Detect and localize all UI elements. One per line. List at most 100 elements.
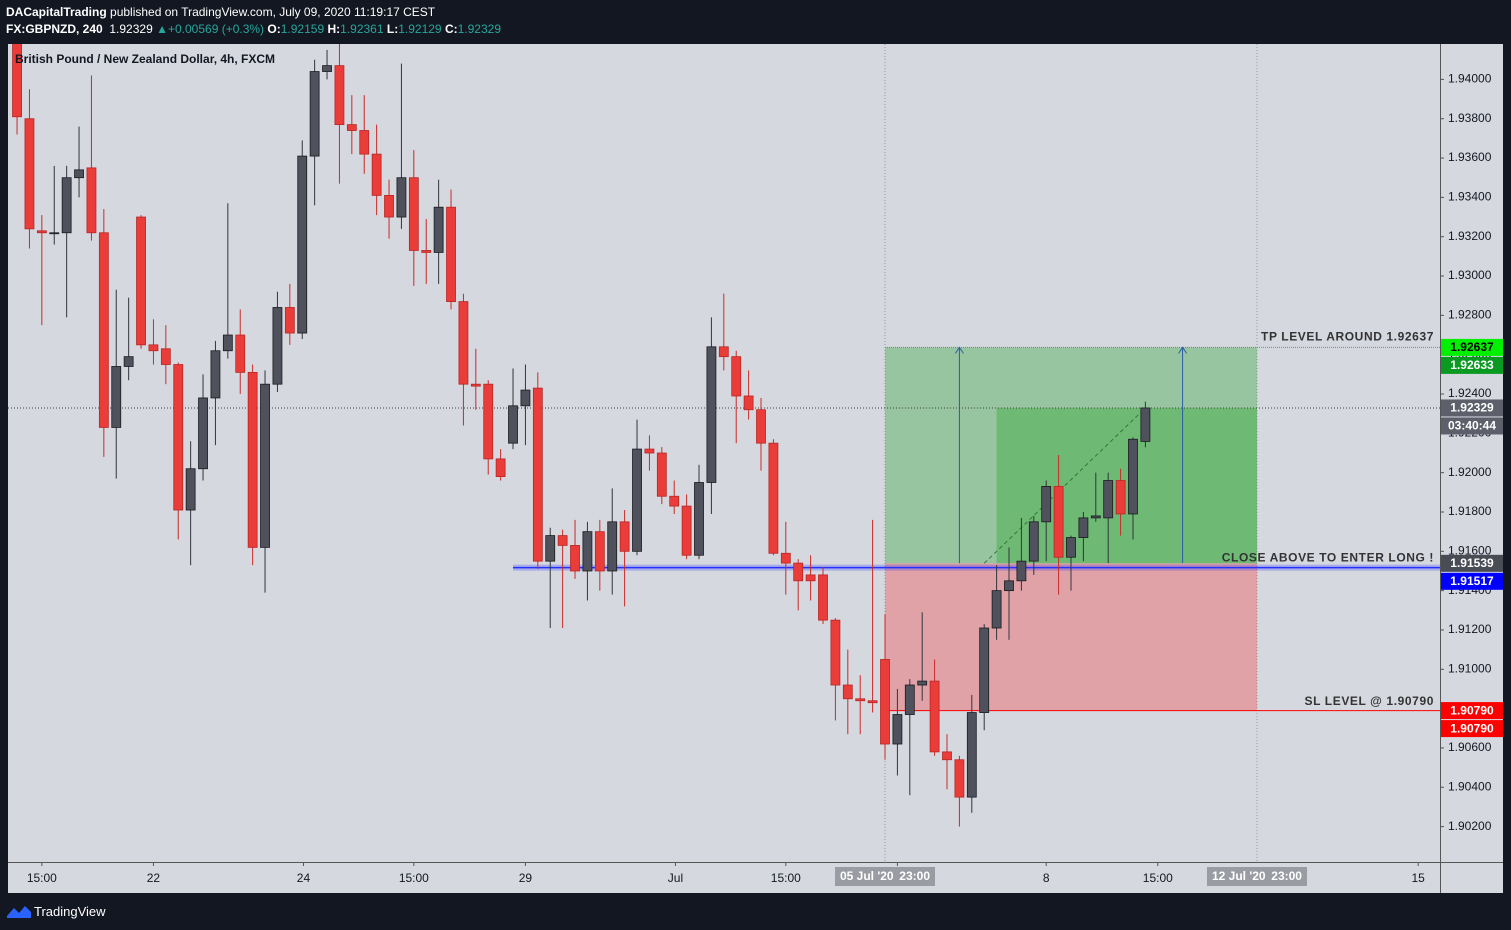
published: published on TradingView.com, July 09, 2… bbox=[110, 5, 436, 19]
candle-body bbox=[768, 442, 779, 554]
price-label: 03:40:44 bbox=[1448, 419, 1496, 433]
price-label-box bbox=[1441, 702, 1503, 720]
candle-body bbox=[346, 124, 357, 131]
y-tick-label: 1.92400 bbox=[1448, 386, 1492, 400]
candle-body bbox=[904, 684, 915, 715]
candle-body bbox=[12, 44, 22, 118]
candle-body bbox=[780, 552, 791, 564]
y-tick-label: 1.93600 bbox=[1448, 150, 1492, 164]
logo bbox=[7, 906, 31, 918]
h-label: H: bbox=[327, 22, 341, 36]
candle-body bbox=[991, 590, 1002, 629]
candle-body bbox=[532, 387, 543, 562]
change: +0.00569 (+0.3%) bbox=[167, 22, 265, 36]
candle-body bbox=[855, 698, 866, 702]
candle-body bbox=[1115, 480, 1126, 515]
candle-body bbox=[359, 130, 370, 155]
price-label: 1.92633 bbox=[1450, 358, 1494, 372]
price-label: 1.90790 bbox=[1450, 721, 1494, 735]
candle-body bbox=[334, 65, 345, 126]
y-tick-label: 1.91600 bbox=[1448, 543, 1492, 557]
trend-line bbox=[983, 407, 1146, 564]
y-tick-label: 1.93400 bbox=[1448, 190, 1492, 204]
candle-body bbox=[470, 383, 481, 387]
range-time: 23:00 bbox=[1271, 869, 1302, 883]
candle-body bbox=[545, 535, 556, 562]
price-label-box bbox=[1441, 356, 1503, 374]
candle-body bbox=[74, 169, 84, 179]
candle-body bbox=[669, 495, 680, 507]
candle-body bbox=[830, 619, 841, 686]
candle-body bbox=[880, 659, 890, 745]
range-date: 12 Jul '20 bbox=[1212, 869, 1266, 883]
y-tick-label: 1.90200 bbox=[1448, 819, 1492, 833]
price-label: 1.91517 bbox=[1450, 574, 1494, 588]
candle-body bbox=[892, 714, 903, 745]
candle-body bbox=[917, 680, 928, 686]
candle-body bbox=[1090, 515, 1101, 519]
candle-body bbox=[421, 250, 432, 253]
brand: TradingView bbox=[34, 904, 106, 919]
candle-body bbox=[582, 531, 593, 572]
candle-body bbox=[235, 334, 246, 373]
x-tick-label: 15:00 bbox=[1143, 871, 1173, 885]
candle-body bbox=[1016, 560, 1027, 582]
candle-body bbox=[607, 521, 618, 572]
price-label-box bbox=[1441, 338, 1503, 356]
chart-background bbox=[8, 44, 1503, 893]
candle-body bbox=[272, 307, 283, 385]
candle-body bbox=[260, 383, 270, 548]
chart: 1.902001.904001.906001.908001.910001.912… bbox=[8, 44, 1503, 893]
candle-body bbox=[594, 531, 605, 572]
y-tick-label: 1.91200 bbox=[1448, 622, 1492, 636]
candle-body bbox=[446, 206, 456, 302]
candle-body bbox=[1053, 486, 1064, 558]
range-time: 23:00 bbox=[899, 869, 930, 883]
entry-annotation: CLOSE ABOVE TO ENTER LONG ! bbox=[1222, 550, 1434, 564]
candle-body bbox=[570, 545, 580, 572]
candle-body bbox=[247, 371, 258, 548]
candle-body bbox=[61, 177, 72, 234]
price-label: 1.91539 bbox=[1450, 556, 1494, 570]
candle-body bbox=[495, 458, 506, 477]
candle-body bbox=[458, 301, 469, 385]
y-tick-label: 1.93800 bbox=[1448, 111, 1492, 125]
o: 1.92159 bbox=[280, 22, 325, 36]
candle-body bbox=[123, 356, 134, 367]
x-tick-label: 15:00 bbox=[399, 871, 429, 885]
price-label-box bbox=[1441, 399, 1503, 417]
candle-body bbox=[619, 521, 630, 552]
candle-body bbox=[1078, 517, 1089, 538]
candle-body bbox=[24, 118, 35, 230]
plot bbox=[8, 44, 1440, 862]
x-tick-label: 29 bbox=[519, 871, 533, 885]
candle-body bbox=[632, 448, 642, 552]
y-tick-label: 1.90400 bbox=[1448, 779, 1492, 793]
candle-body bbox=[718, 346, 729, 358]
candle-body bbox=[842, 684, 853, 700]
x-tick-label: 15 bbox=[1411, 871, 1425, 885]
y-tick-label: 1.93200 bbox=[1448, 229, 1492, 243]
symbol: FX:GBPNZD, 240 bbox=[6, 22, 103, 36]
candle-body bbox=[706, 346, 717, 483]
x-tick-label: 15:00 bbox=[771, 871, 801, 885]
candle-body bbox=[86, 167, 97, 234]
candle-body bbox=[1066, 537, 1076, 558]
candle-body bbox=[371, 153, 382, 196]
x-tick-label: 22 bbox=[147, 871, 161, 885]
price-label-box bbox=[1441, 720, 1503, 738]
candle-body bbox=[98, 232, 109, 428]
author: DACapitalTrading bbox=[6, 5, 107, 19]
price-label-box bbox=[1441, 554, 1503, 572]
candle-body bbox=[1128, 438, 1138, 515]
candle-body bbox=[222, 334, 233, 352]
candle-body bbox=[656, 452, 667, 497]
candle-body bbox=[297, 155, 308, 334]
candle-body bbox=[520, 389, 531, 407]
price-label: 1.92329 bbox=[1450, 401, 1494, 415]
candle-body bbox=[160, 348, 171, 365]
h: 1.92361 bbox=[340, 22, 384, 36]
candle-body bbox=[309, 71, 320, 157]
y-tick-label: 1.91000 bbox=[1448, 661, 1492, 675]
